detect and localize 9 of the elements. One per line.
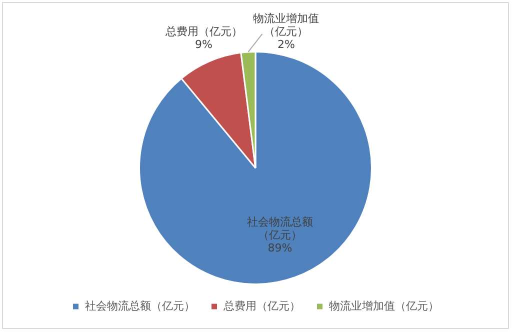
slice-label: 物流业增加值（亿元） xyxy=(253,12,320,38)
slice-label: 社会物流总额（亿元） xyxy=(246,216,313,242)
legend-label: 物流业增加值（亿元） xyxy=(328,299,439,312)
data-label: 9% xyxy=(195,38,212,52)
legend-label: 总费用（亿元） xyxy=(222,299,300,312)
legend-label: 社会物流总额（亿元） xyxy=(84,299,195,312)
data-label: 2% xyxy=(277,38,295,51)
slice-label: 总费用（亿元） xyxy=(164,25,242,38)
data-label: 89% xyxy=(268,242,292,255)
